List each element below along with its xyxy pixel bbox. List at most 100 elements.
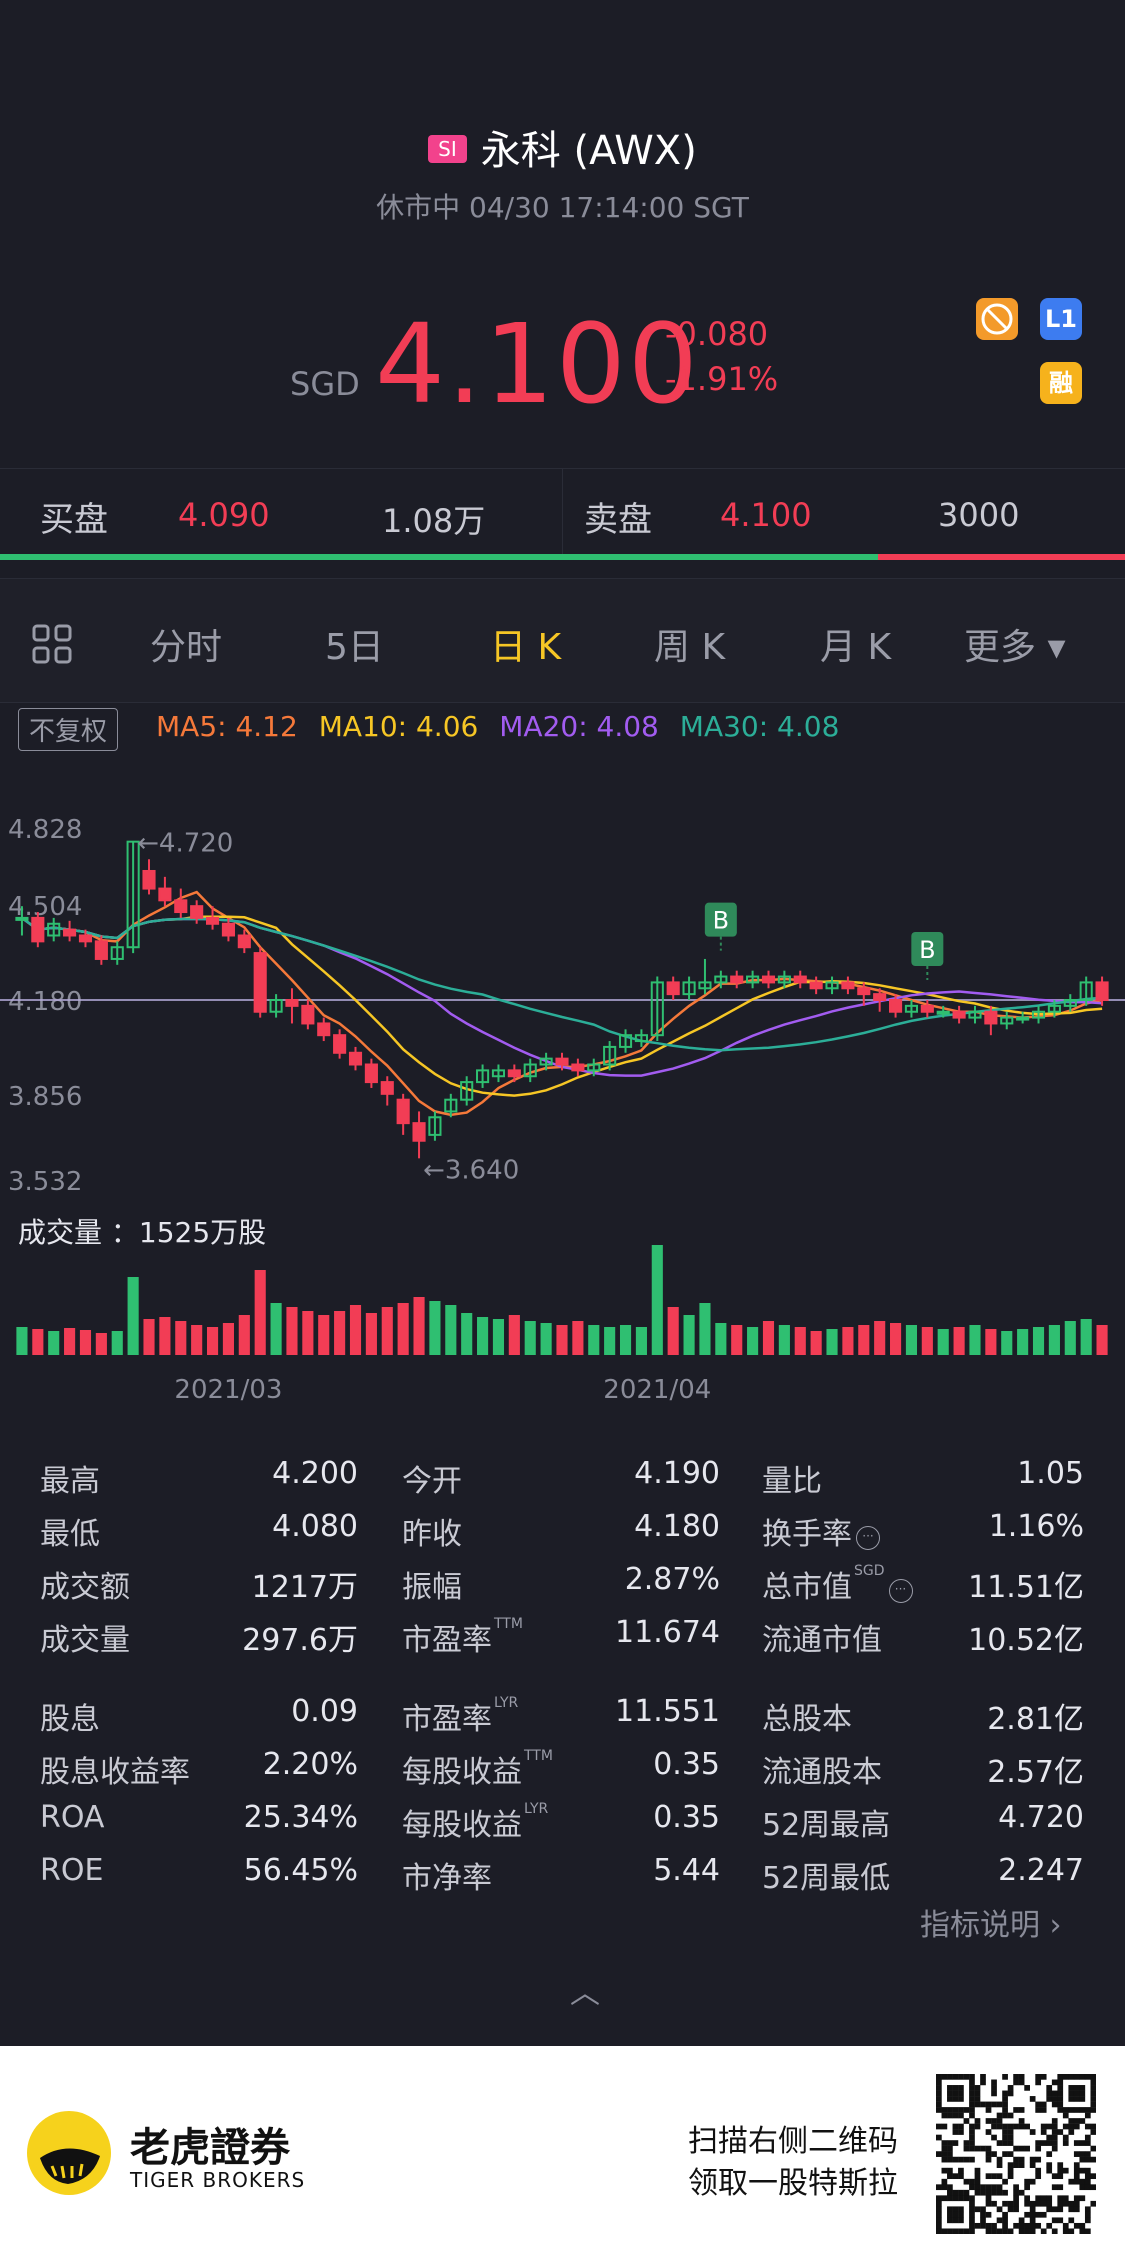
indicator-help-link[interactable]: 指标说明 › bbox=[920, 1908, 1062, 1943]
qr-module bbox=[947, 2107, 953, 2113]
volume-bar bbox=[1064, 1321, 1076, 1355]
volume-bar bbox=[318, 1315, 330, 1355]
qr-module bbox=[952, 2123, 959, 2130]
volume-bar bbox=[635, 1327, 647, 1355]
qr-module bbox=[996, 2228, 1003, 2234]
qr-module bbox=[1068, 2178, 1075, 2185]
volume-bar bbox=[191, 1325, 203, 1355]
candle-body bbox=[1063, 999, 1077, 1007]
qr-module bbox=[1046, 2167, 1053, 2174]
qr-module bbox=[985, 2222, 992, 2229]
qr-module bbox=[1035, 2156, 1042, 2163]
qr-module bbox=[1002, 2101, 1008, 2108]
candle-body bbox=[47, 922, 61, 937]
margin-icon[interactable]: 融 bbox=[1040, 362, 1082, 404]
tab-monthly-k[interactable]: 月 K bbox=[820, 627, 892, 668]
qr-module bbox=[1035, 2107, 1042, 2113]
volume-bar bbox=[858, 1325, 870, 1355]
info-more-icon[interactable]: ··· bbox=[856, 1526, 880, 1550]
adjust-button[interactable]: 不复权 bbox=[18, 708, 119, 751]
stat-value: 1.16% bbox=[988, 1509, 1084, 1544]
qr-module bbox=[1051, 2134, 1058, 2141]
volume-bar bbox=[905, 1325, 918, 1355]
qr-module bbox=[963, 2145, 970, 2152]
qr-module bbox=[1051, 2090, 1058, 2097]
qr-module bbox=[1090, 2096, 1096, 2102]
qr-module bbox=[941, 2156, 948, 2163]
stat-label-text: 股息收益率 bbox=[40, 1755, 190, 1790]
qr-module bbox=[1068, 2090, 1075, 2097]
info-more-icon[interactable]: ··· bbox=[888, 1579, 913, 1603]
qr-module bbox=[947, 2090, 953, 2097]
qr-module bbox=[1029, 2217, 1036, 2224]
qr-module bbox=[1013, 2200, 1019, 2207]
tiger-logo-icon bbox=[26, 2110, 112, 2196]
qr-module bbox=[1013, 2184, 1019, 2191]
exchange-badge: SI bbox=[428, 135, 467, 163]
qr-module bbox=[980, 2217, 986, 2224]
ma-legend: MA5: 4.12 MA10: 4.06 MA20: 4.08 MA30: 4.… bbox=[156, 710, 851, 743]
tab-intraday[interactable]: 分时 bbox=[150, 627, 223, 668]
qr-module bbox=[1057, 2217, 1064, 2224]
tab-daily-k[interactable]: 日 K bbox=[490, 627, 562, 668]
qr-module bbox=[1068, 2129, 1075, 2135]
tab-weekly-k[interactable]: 周 K bbox=[654, 627, 726, 668]
candle-body bbox=[333, 1034, 347, 1054]
qr-module bbox=[974, 2206, 981, 2213]
qr-module bbox=[996, 2217, 1003, 2224]
volume-bar bbox=[747, 1327, 759, 1355]
candle-body bbox=[237, 934, 251, 949]
qr-module bbox=[947, 2228, 953, 2234]
qr-module bbox=[974, 2222, 981, 2229]
qr-module bbox=[1040, 2140, 1047, 2146]
qr-module bbox=[974, 2118, 981, 2124]
qr-module bbox=[1046, 2140, 1053, 2146]
candle-body bbox=[777, 975, 791, 984]
volume-bar bbox=[715, 1323, 727, 1355]
qr-module bbox=[980, 2211, 986, 2218]
qr-module bbox=[1040, 2200, 1047, 2207]
qr-module bbox=[936, 2134, 942, 2141]
grid-icon[interactable] bbox=[30, 622, 74, 666]
qr-module bbox=[985, 2118, 992, 2124]
qr-module bbox=[974, 2090, 981, 2097]
qr-module bbox=[1029, 2211, 1036, 2218]
level1-icon[interactable]: L1 bbox=[1040, 298, 1082, 340]
qr-module bbox=[963, 2189, 970, 2196]
qr-module bbox=[1002, 2222, 1008, 2229]
qr-module bbox=[1024, 2178, 1030, 2185]
qr-module bbox=[936, 2151, 942, 2157]
qr-module bbox=[963, 2228, 970, 2234]
collapse-chevron-up-icon[interactable]: ︿ bbox=[570, 1976, 600, 2011]
qr-module bbox=[958, 2156, 964, 2163]
candle-body bbox=[682, 981, 696, 996]
no-daytrade-icon[interactable] bbox=[976, 298, 1018, 340]
qr-module bbox=[1024, 2123, 1030, 2130]
qr-module bbox=[1084, 2173, 1091, 2180]
qr-module bbox=[936, 2217, 942, 2224]
qr-module bbox=[941, 2145, 948, 2152]
stat-value: 4.190 bbox=[634, 1456, 720, 1491]
stat-label: 量比 bbox=[762, 1456, 822, 1500]
qr-module bbox=[1051, 2123, 1058, 2130]
stat-value: 11.51亿 bbox=[968, 1570, 1084, 1605]
stat-label-text: 市盈率 bbox=[402, 1702, 492, 1737]
qr-module bbox=[1002, 2189, 1008, 2196]
volume-bar bbox=[540, 1323, 552, 1355]
qr-module bbox=[1040, 2107, 1047, 2113]
qr-module bbox=[980, 2222, 986, 2229]
brand-name-cn: 老虎證券 bbox=[130, 2125, 290, 2171]
qr-module bbox=[1007, 2090, 1014, 2097]
qr-module bbox=[1090, 2074, 1096, 2080]
tab-5day[interactable]: 5日 bbox=[325, 627, 384, 668]
volume-bar bbox=[890, 1323, 902, 1355]
currency-label: SGD bbox=[290, 365, 360, 403]
qr-module bbox=[1057, 2090, 1064, 2097]
low-price-label: ←3.640 bbox=[423, 1155, 519, 1185]
stat-label: 股息 bbox=[40, 1694, 100, 1738]
tab-more[interactable]: 更多 ▾ bbox=[964, 627, 1066, 668]
qr-module bbox=[1062, 2195, 1069, 2202]
qr-module bbox=[1051, 2118, 1058, 2124]
qr-module bbox=[1090, 2090, 1096, 2097]
